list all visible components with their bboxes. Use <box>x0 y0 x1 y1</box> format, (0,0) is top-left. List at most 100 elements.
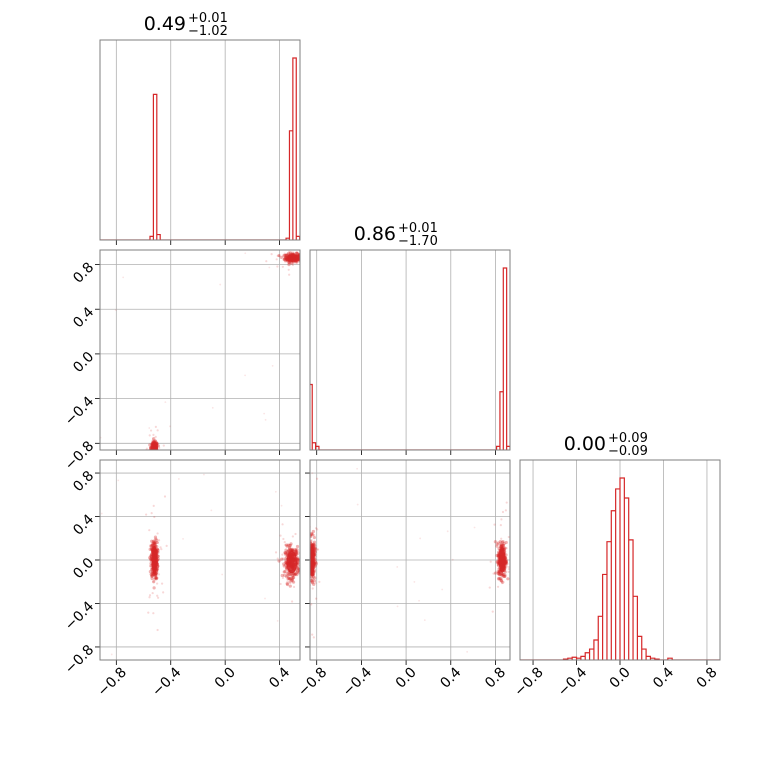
scatter-point <box>265 260 268 263</box>
x-tick-label: −0.8 <box>295 664 330 699</box>
scatter-point <box>296 557 300 561</box>
histogram-title: 0.49 +0.01−1.02 <box>144 11 228 39</box>
scatter-point <box>495 544 499 548</box>
scatter-point <box>150 451 153 454</box>
scatter-point <box>300 257 303 260</box>
scatter-point <box>151 439 155 444</box>
scatter-point <box>154 451 157 454</box>
scatter-point <box>307 563 309 565</box>
scatter-point <box>311 576 314 579</box>
scatter-point <box>506 577 510 581</box>
scatter-point <box>500 543 505 547</box>
scatter-point <box>152 573 156 577</box>
histogram-bar <box>594 640 598 660</box>
scatter-point <box>148 427 151 429</box>
scatter-point <box>313 550 317 554</box>
scatter-point <box>149 554 153 558</box>
scatter-point <box>152 440 156 444</box>
scatter-point <box>313 534 316 537</box>
scatter-point <box>288 580 292 584</box>
scatter-point <box>165 544 168 548</box>
scatter-point <box>283 541 286 544</box>
scatter-point <box>294 532 297 536</box>
y-tick-label: 0.0 <box>70 349 97 376</box>
scatter-point <box>283 551 287 555</box>
scatter-point <box>162 591 165 594</box>
scatter-point <box>153 576 158 580</box>
scatter-point <box>289 547 293 552</box>
scatter-point <box>151 451 154 454</box>
scatter-point <box>154 451 157 454</box>
scatter-point <box>153 538 156 541</box>
scatter-point <box>153 542 157 546</box>
scatter-point <box>289 574 292 577</box>
histogram-bar <box>598 616 602 660</box>
scatter-point <box>307 268 309 270</box>
scatter-point <box>156 564 160 568</box>
scatter-point <box>501 574 504 577</box>
scatter-point <box>154 576 158 580</box>
x-tick-label: 0.8 <box>482 664 509 691</box>
scatter-point <box>160 582 164 585</box>
scatter-point <box>295 544 300 549</box>
scatter-point <box>301 247 303 249</box>
scatter-point <box>153 451 156 454</box>
scatter-point <box>283 551 287 555</box>
scatter-point <box>149 453 152 456</box>
scatter-point <box>291 263 295 267</box>
scatter-point <box>152 543 155 546</box>
scatter-point <box>499 543 502 546</box>
scatter-point <box>296 569 300 573</box>
scatter-point <box>501 540 505 544</box>
scatter-point <box>155 451 158 454</box>
scatter-point <box>295 552 299 556</box>
scatter-point <box>294 572 298 576</box>
scatter-point <box>294 260 298 264</box>
scatter-point <box>153 542 157 546</box>
x-tick-label: −0.8 <box>95 664 130 699</box>
panel-border <box>99 39 301 241</box>
scatter-point <box>284 256 288 260</box>
scatter-point <box>310 543 313 547</box>
scatter-point <box>182 537 184 540</box>
scatter-point <box>277 559 281 563</box>
y-tick-label: −0.8 <box>62 642 97 677</box>
scatter-point <box>294 550 298 554</box>
scatter-point <box>268 266 271 269</box>
scatter-point <box>285 253 289 257</box>
scatter-point <box>244 252 247 255</box>
scatter-point <box>289 251 293 255</box>
scatter-point <box>290 261 294 265</box>
scatter-point <box>419 537 422 540</box>
x-tick-label: −0.4 <box>340 664 375 699</box>
scatter-point <box>287 546 292 551</box>
x-tick-label: 0.0 <box>212 664 239 691</box>
scatter-point <box>315 597 318 600</box>
scatter-point <box>153 450 156 453</box>
scatter-point <box>263 412 266 415</box>
scatter-point <box>155 547 160 551</box>
scatter-point <box>296 563 300 568</box>
scatter-point <box>310 572 314 577</box>
scatter-point <box>314 562 318 566</box>
scatter-point <box>288 577 292 581</box>
scatter-point <box>451 558 454 561</box>
scatter-point <box>312 582 316 587</box>
scatter-point <box>291 581 294 584</box>
scatter-point <box>154 435 157 438</box>
scatter-point <box>296 566 300 570</box>
scatter-point <box>286 549 291 553</box>
scatter-point <box>150 452 153 455</box>
scatter-point <box>148 547 152 551</box>
scatter-point <box>290 600 294 603</box>
scatter-point <box>313 544 317 548</box>
scatter-point <box>295 260 299 264</box>
scatter-point <box>303 257 306 260</box>
scatter-point <box>156 582 159 585</box>
scatter-point <box>282 254 286 258</box>
scatter-point <box>285 582 289 586</box>
scatter-point <box>505 547 508 550</box>
scatter-point <box>300 253 302 255</box>
scatter-point <box>495 542 499 546</box>
y-tick-label: 0.4 <box>70 511 97 538</box>
